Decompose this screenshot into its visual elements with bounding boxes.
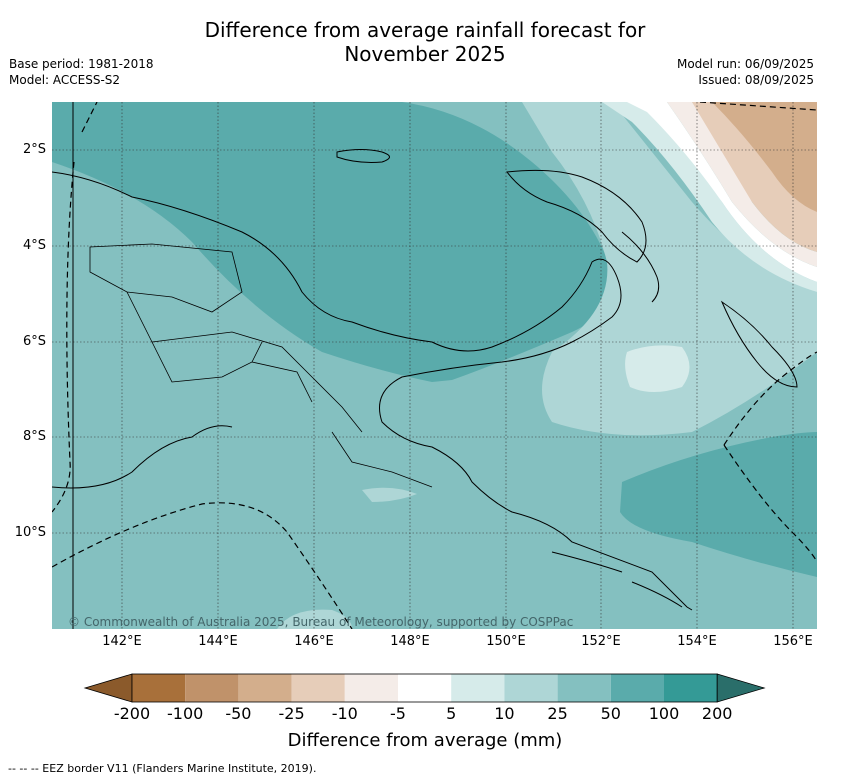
eez-west — [52, 161, 75, 513]
colorbar-cell — [664, 674, 718, 702]
bougainville — [720, 300, 798, 388]
colorbar-cell — [238, 674, 292, 702]
colorbar-tick-label: -10 — [331, 704, 358, 723]
eez-east — [723, 351, 817, 446]
province-borders — [89, 243, 433, 488]
x-tick-label: 152°E — [581, 634, 621, 649]
y-tick-label: 6°S — [22, 334, 46, 349]
new-guinea-coast — [52, 171, 693, 611]
colorbar-tick-label: 100 — [648, 704, 680, 723]
colorbar-tick-label: 25 — [547, 704, 568, 723]
eez-southwest — [52, 502, 353, 629]
eez-north-west — [81, 102, 98, 133]
base-period-text: Base period: 1981-2018 — [9, 57, 154, 71]
colorbar-cell — [610, 674, 664, 702]
eez-borders — [52, 102, 817, 629]
meta-left: Base period: 1981-2018 Model: ACCESS-S2 — [9, 56, 154, 88]
graticule — [52, 102, 817, 629]
colorbar-cell — [185, 674, 239, 702]
colorbar-tick-label: 10 — [494, 704, 515, 723]
x-tick-label: 142°E — [102, 634, 142, 649]
colorbar-tick-label: -25 — [278, 704, 305, 723]
copyright-text: © Commonwealth of Australia 2025, Bureau… — [68, 615, 573, 629]
issued-text: Issued: 08/09/2025 — [698, 73, 814, 87]
eez-legend-text: -- -- -- EEZ border V11 (Flanders Marine… — [8, 762, 317, 775]
chart-title: Difference from average rainfall forecas… — [0, 18, 850, 66]
x-tick-label: 148°E — [390, 634, 430, 649]
contour-10-25-patch-south — [362, 487, 417, 502]
colorbar-arrow-high — [716, 673, 766, 703]
y-tick-label: 10°S — [14, 525, 46, 540]
colorbar-tick-label: -100 — [167, 704, 204, 723]
contour-neg5-neg10-east — [640, 102, 817, 267]
contour-5-10-east — [602, 102, 817, 292]
colorbar-tick-label: -50 — [225, 704, 252, 723]
new-ireland — [621, 231, 660, 303]
x-tick-label: 144°E — [198, 634, 238, 649]
colorbar-cell — [451, 674, 505, 702]
contour-10-25-patch-bottom — [277, 609, 352, 629]
meta-right: Model run: 06/09/2025 Issued: 08/09/2025 — [677, 56, 814, 88]
manus-island — [336, 149, 390, 163]
colorbar — [83, 673, 766, 703]
contour-neg25-neg50-east — [712, 102, 817, 212]
colorbar-tick-label: 50 — [600, 704, 621, 723]
contour-10-25-east — [522, 102, 817, 436]
colorbar-tick-label: 200 — [701, 704, 733, 723]
y-tick-label: 4°S — [22, 238, 46, 253]
colorbar-tick-label: -200 — [113, 704, 151, 723]
islands-southeast — [551, 551, 683, 608]
new-britain — [506, 169, 647, 263]
y-tick-label: 8°S — [22, 429, 46, 444]
y-tick-label: 2°S — [22, 142, 46, 157]
colorbar-cell — [344, 674, 398, 702]
title-line-1: Difference from average rainfall forecas… — [204, 18, 646, 42]
contour-5-10-patch — [625, 345, 690, 392]
contour-50-100-southeast — [620, 432, 817, 577]
title-line-2: November 2025 — [344, 42, 506, 66]
model-run-text: Model run: 06/09/2025 — [676, 57, 814, 71]
colorbar-arrow-low — [83, 673, 133, 703]
colorbar-cell — [398, 674, 452, 702]
colorbar-cell — [132, 674, 186, 702]
colorbar-tick-label: -5 — [390, 704, 406, 723]
contour-white-east — [627, 102, 817, 282]
colorbar-cell — [291, 674, 345, 702]
x-tick-label: 150°E — [486, 634, 526, 649]
eez-southeast — [723, 444, 817, 563]
contour-50-100-north — [52, 102, 613, 382]
rainfall-map: © Commonwealth of Australia 2025, Bureau… — [52, 102, 817, 629]
southwest-coast — [52, 425, 233, 489]
coastlines — [52, 102, 798, 629]
x-tick-label: 156°E — [773, 634, 813, 649]
model-text: Model: ACCESS-S2 — [9, 73, 121, 87]
colorbar-cell — [557, 674, 611, 702]
x-tick-label: 146°E — [294, 634, 334, 649]
colorbar-cell — [504, 674, 558, 702]
colorbar-title: Difference from average (mm) — [287, 730, 563, 751]
x-tick-label: 154°E — [677, 634, 717, 649]
colorbar-tick-label: 5 — [446, 704, 457, 723]
